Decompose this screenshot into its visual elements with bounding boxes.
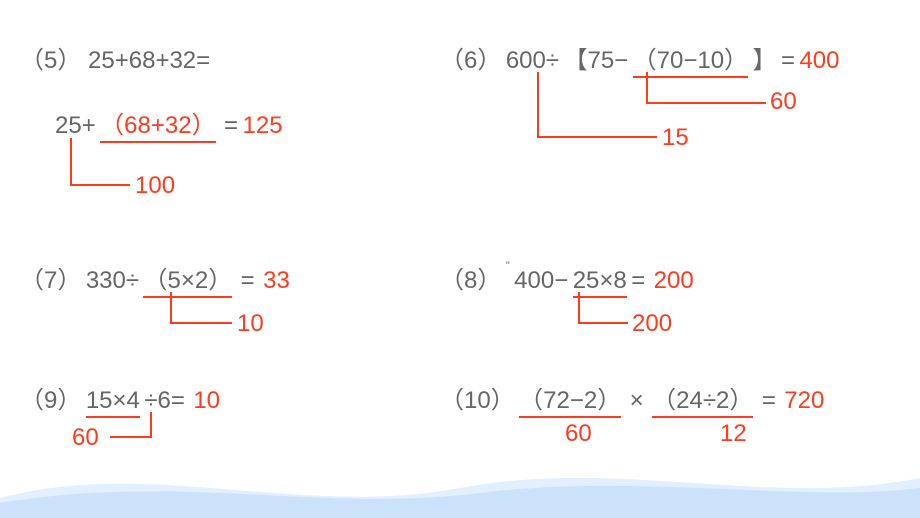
p8-label: （8） bbox=[440, 267, 501, 294]
p10-result: 720 bbox=[784, 387, 824, 414]
p8-footnote: " bbox=[506, 260, 510, 272]
p8-eq: = bbox=[631, 267, 645, 294]
p9-expr-b: ÷6= bbox=[144, 387, 185, 414]
p5-expr: 25+68+32= bbox=[88, 47, 210, 74]
p6-result: 400 bbox=[799, 47, 839, 74]
p9-bracket bbox=[110, 412, 152, 438]
p5-result: 125 bbox=[243, 112, 283, 139]
p6-expr-b: 【75− bbox=[563, 47, 628, 74]
p8-expr-a: 400− bbox=[514, 267, 568, 294]
p7-result: 33 bbox=[263, 267, 290, 294]
p10-step-a: 60 bbox=[565, 420, 592, 448]
p5-label: （5） bbox=[20, 47, 81, 74]
p10-mid: × bbox=[630, 387, 644, 414]
p6-step-outer: 15 bbox=[662, 124, 689, 152]
p7-step1: 10 bbox=[237, 310, 264, 338]
p10-expr-a: （72−2） bbox=[519, 380, 621, 418]
p7-eq: = bbox=[241, 267, 255, 294]
p10-eq: = bbox=[762, 387, 776, 414]
p5-bracket bbox=[70, 138, 130, 186]
p8-step1: 200 bbox=[632, 310, 672, 338]
p10-step-b: 12 bbox=[720, 420, 747, 448]
p6-expr-d: 】 bbox=[753, 47, 777, 74]
p8-result: 200 bbox=[654, 267, 694, 294]
p5-eq: = bbox=[224, 112, 238, 139]
p6-expr-a: 600÷ bbox=[506, 47, 559, 74]
p9-result: 10 bbox=[193, 387, 220, 414]
p6-bracket-outer bbox=[537, 72, 657, 138]
p7-expr-a: 330÷ bbox=[86, 267, 139, 294]
p8-bracket bbox=[578, 292, 628, 324]
p5-rewrite-prefix: 25+ bbox=[55, 112, 96, 139]
p7-bracket bbox=[170, 292, 232, 324]
wave-decoration bbox=[0, 448, 920, 518]
p9-label: （9） bbox=[20, 387, 81, 414]
p6-bracket-inner bbox=[646, 72, 766, 104]
p6-step-inner: 60 bbox=[770, 88, 797, 116]
p10-label: （10） bbox=[440, 387, 515, 414]
p10-expr-b: （24÷2） bbox=[652, 380, 753, 418]
p6-eq: = bbox=[781, 47, 795, 74]
p7-label: （7） bbox=[20, 267, 81, 294]
p6-label: （6） bbox=[440, 47, 501, 74]
p5-step1: 100 bbox=[135, 172, 175, 200]
